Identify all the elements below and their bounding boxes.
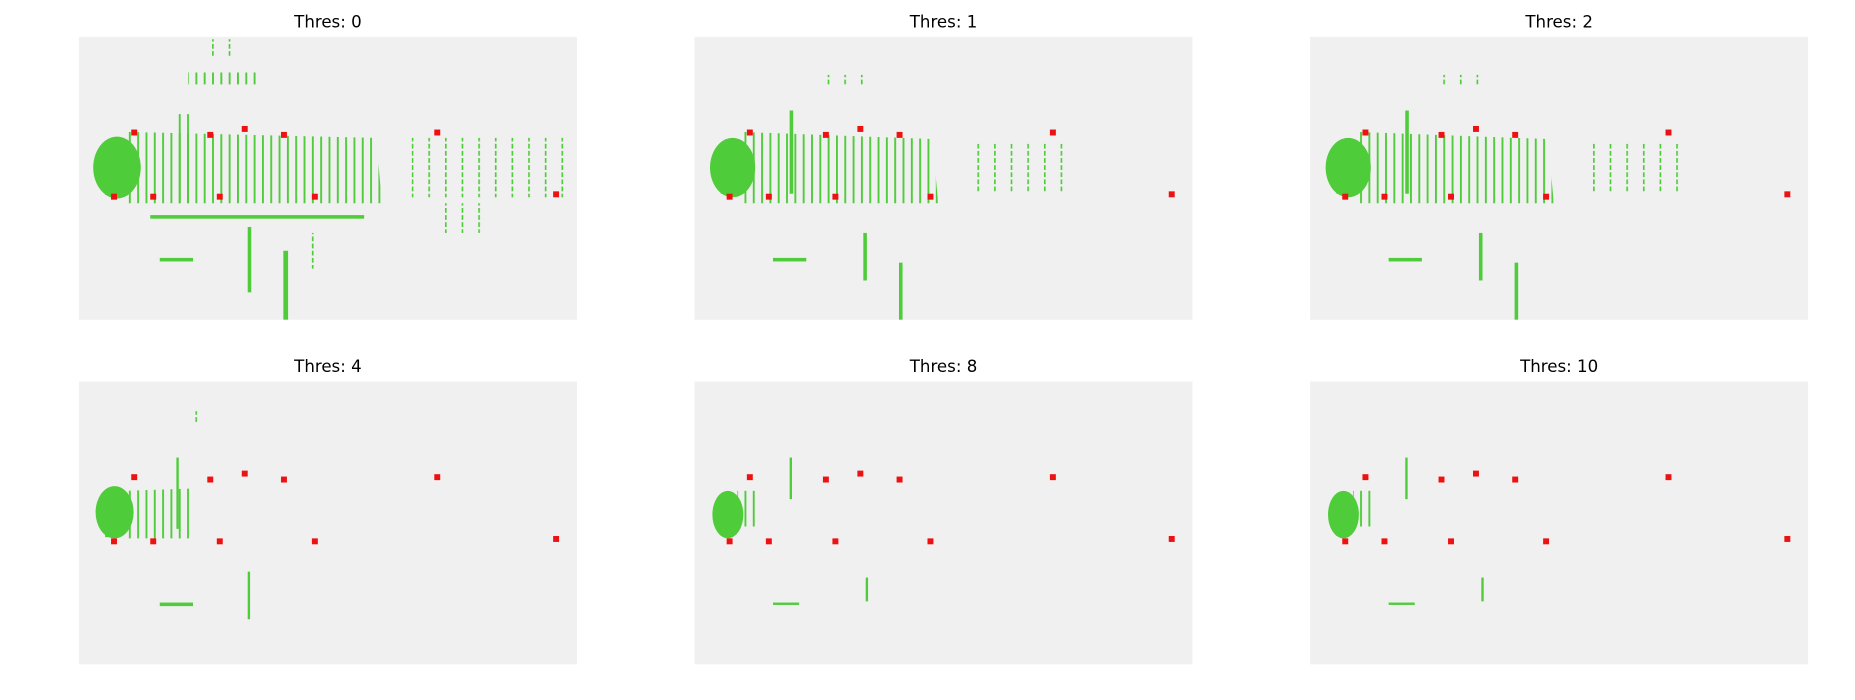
panel-title: Thres: 1: [909, 12, 978, 31]
panel: Thres: 1: [694, 12, 1193, 320]
panel: Thres: 0: [78, 12, 577, 320]
panel-title: Thres: 8: [909, 357, 978, 376]
panels: Thres: 0 Thres: 1 Thres: 2 Thres: 4 Thres: 8…: [78, 12, 1809, 665]
panel-title: Thres: 4: [293, 357, 362, 376]
panel: Thres: 8: [694, 357, 1193, 665]
panel: Thres: 2: [1310, 12, 1809, 320]
panel-title: Thres: 0: [293, 12, 362, 31]
panel: Thres: 4: [78, 357, 577, 665]
panel: Thres: 10: [1310, 357, 1809, 665]
panel-title: Thres: 10: [1519, 357, 1598, 376]
panel-background: [694, 381, 1193, 665]
panel-title: Thres: 2: [1524, 12, 1593, 31]
panel-background: [1310, 381, 1809, 665]
